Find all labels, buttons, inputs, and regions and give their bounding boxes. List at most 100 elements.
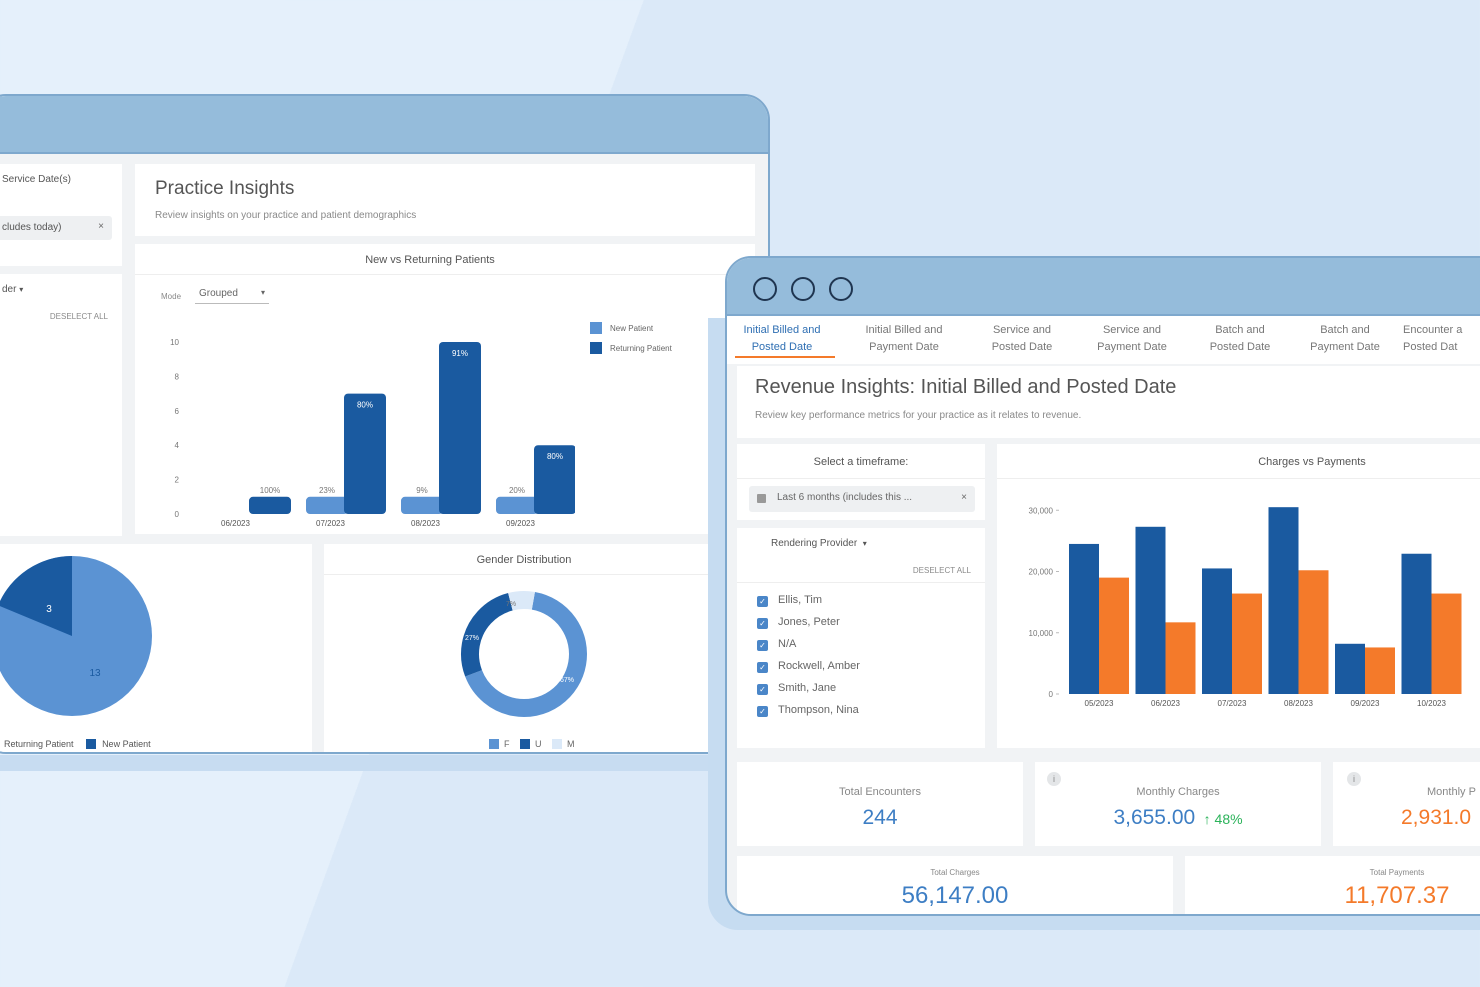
bar-charges (1135, 526, 1166, 694)
gender-distribution-card: Gender Distribution 7% 27% 67% F U M (324, 544, 764, 752)
tab-service-payment[interactable]: Service and Payment Date (1097, 324, 1167, 353)
donut-label: 67% (560, 677, 574, 684)
service-dates-select[interactable]: cludes today) × (0, 216, 112, 240)
tab-initial-billed-payment[interactable]: Initial Billed and Payment Date (865, 324, 943, 353)
legend-swatch (590, 342, 602, 354)
tab-bar (727, 316, 1480, 364)
window-control-minimize[interactable] (791, 277, 815, 301)
info-icon[interactable]: i (1047, 772, 1061, 786)
legend-swatch (86, 739, 97, 749)
tab-batch-payment[interactable]: Batch and Payment Date (1310, 324, 1380, 353)
provider-checkbox[interactable]: ✓ N/A (757, 638, 796, 651)
tab-batch-posted[interactable]: Batch and Posted Date (1209, 324, 1271, 353)
legend-new[interactable]: New Patient (102, 739, 151, 749)
monthly-payments-card: i Monthly P 2,931.0 (1333, 762, 1480, 846)
provider-checkbox[interactable]: ✓ Thompson, Nina (757, 704, 859, 717)
x-tick-label: 08/2023 (411, 519, 440, 528)
info-icon[interactable]: i (1347, 772, 1361, 786)
metric-label: Total Encounters (839, 786, 921, 798)
active-tab-indicator (735, 356, 835, 358)
service-dates-value: cludes today) (2, 222, 62, 233)
page-subtitle: Review insights on your practice and pat… (155, 210, 417, 221)
chevron-down-icon: ▾ (260, 288, 265, 297)
x-tick-label: 09/2023 (1351, 699, 1380, 708)
clear-icon[interactable]: × (98, 221, 104, 232)
y-tick-label: 8 (175, 372, 180, 381)
x-tick-label: 06/2023 (1151, 699, 1180, 708)
provider-filter-label[interactable]: der ▾ (2, 284, 24, 295)
chevron-down-icon: ▾ (862, 539, 867, 548)
tab-initial-billed-posted[interactable]: Initial Billed and Posted Date (743, 324, 821, 353)
monthly-charges-card: i Monthly Charges 3,655.00 ↑ 48% (1035, 762, 1321, 846)
practice-insights-window: Service Date(s) cludes today) × der ▾ DE… (0, 94, 770, 754)
service-dates-label: Service Date(s) (2, 174, 71, 185)
timeframe-select[interactable]: Last 6 months (includes this ... × (749, 486, 975, 512)
y-tick-label: 2 (175, 476, 180, 485)
bar-payments (1165, 622, 1196, 694)
y-tick-label: 10,000 (1029, 629, 1054, 638)
calendar-icon (757, 494, 766, 503)
legend-f[interactable]: F (504, 739, 510, 749)
timeframe-label: Select a timeframe: (813, 456, 909, 468)
bar-charges (1268, 507, 1299, 694)
legend-m[interactable]: M (567, 739, 575, 749)
bar (401, 496, 443, 514)
provider-checkbox[interactable]: ✓ Smith, Jane (757, 682, 836, 695)
window-control-maximize[interactable] (829, 277, 853, 301)
divider (737, 478, 985, 479)
donut-label: 27% (465, 635, 479, 642)
deselect-all-link[interactable]: DESELECT ALL (912, 566, 971, 575)
page-title: Revenue Insights: Initial Billed and Pos… (755, 376, 1177, 398)
divider (737, 520, 985, 528)
bar (439, 342, 481, 514)
chevron-down-icon: ▾ (19, 285, 24, 294)
mode-select[interactable]: Grouped ▾ (195, 286, 269, 304)
provider-checkbox[interactable]: ✓ Ellis, Tim (757, 594, 822, 607)
page-subtitle: Review key performance metrics for your … (755, 410, 1082, 421)
legend-new-patient[interactable]: New Patient (590, 322, 672, 334)
bar (306, 496, 348, 514)
clear-icon[interactable]: × (961, 492, 967, 503)
bar-charges (1069, 543, 1099, 694)
window-control-close[interactable] (753, 277, 777, 301)
x-tick-label: 06/2023 (221, 519, 250, 528)
divider (997, 478, 1480, 479)
chart-title: Charges vs Payments (1258, 456, 1366, 468)
data-label: 80% (547, 452, 563, 461)
metric-value: 244 (862, 806, 898, 829)
y-tick-label: 20,000 (1029, 568, 1054, 577)
metric-label: Monthly Charges (1136, 786, 1220, 798)
checkbox-checked-icon: ✓ (757, 618, 768, 629)
provider-checkbox[interactable]: ✓ Rockwell, Amber (757, 660, 860, 673)
bar-payments (1232, 593, 1262, 694)
tab-encounter-posted[interactable]: Encounter a Posted Dat (1403, 324, 1463, 353)
checkbox-checked-icon: ✓ (757, 662, 768, 673)
patient-type-pie-card: 3 13 Returning Patient New Patient (0, 544, 312, 752)
legend-returning-patient[interactable]: Returning Patient (590, 342, 672, 354)
legend-u[interactable]: U (535, 739, 542, 749)
bar-charges (1335, 643, 1365, 694)
bar (344, 393, 386, 514)
revenue-header: Revenue Insights: Initial Billed and Pos… (737, 366, 1480, 438)
donut-slice (461, 591, 587, 717)
data-label: 91% (452, 349, 468, 358)
metric-label: Monthly P (1427, 786, 1476, 798)
total-encounters-card: Total Encounters 244 (737, 762, 1023, 846)
provider-checkbox[interactable]: ✓ Jones, Peter (757, 616, 840, 629)
new-vs-returning-chart: 0 2 4 6 8 10 06/2023 07/2023 08/2023 09/2023 100% 2… (170, 338, 575, 528)
deselect-all-link[interactable]: DESELECT ALL (49, 312, 108, 321)
y-tick-label: 4 (175, 441, 180, 450)
rendering-provider-dropdown[interactable]: Rendering Provider ▾ (771, 538, 867, 549)
mode-value: Grouped (199, 288, 238, 299)
metric-value: 2,931.0 (1401, 806, 1472, 829)
y-tick-label: 6 (175, 407, 180, 416)
legend-returning[interactable]: Returning Patient (4, 739, 74, 749)
tab-service-posted[interactable]: Service and Posted Date (991, 324, 1053, 353)
window-title-bar (727, 258, 1480, 316)
window-title-bar (0, 96, 768, 154)
legend-swatch (552, 739, 563, 749)
data-label: 100% (260, 486, 280, 495)
donut-label: 7% (506, 601, 516, 608)
pie-slice-new (0, 556, 72, 636)
revenue-insights-window: Initial Billed and Posted Date Initial Bi… (725, 256, 1480, 916)
